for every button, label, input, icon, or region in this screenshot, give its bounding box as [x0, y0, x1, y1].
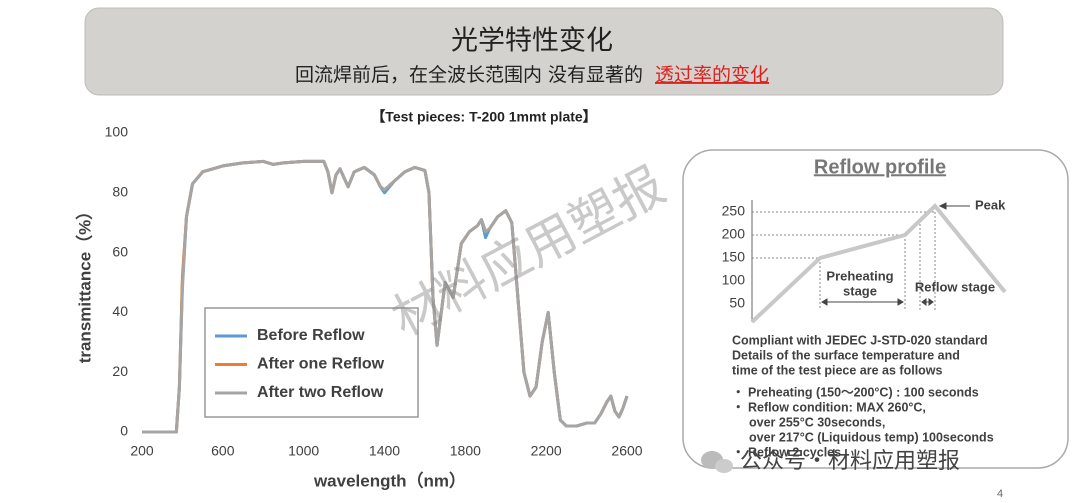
y-tick-label: 60 [112, 243, 128, 259]
header-box [84, 7, 1004, 96]
subtitle-highlight: 透过率的变化 [655, 64, 769, 86]
y-axis-label: transmittance（%） [74, 203, 94, 364]
reflow-guides [752, 211, 936, 310]
plot: 0 20 40 60 80 100 200 600 1000 1400 1800 2200 2600 Be… [105, 124, 643, 459]
y-tick-label: 20 [112, 363, 128, 379]
reflow-tick: 200 [722, 226, 746, 242]
y-tick-label: 100 [105, 124, 129, 140]
reflow-arrows [821, 202, 970, 306]
note: time of the test piece are as follows [732, 363, 943, 377]
reflow-tick: 250 [722, 203, 746, 219]
reflow-box [682, 149, 1069, 469]
x-tick-label: 1400 [369, 443, 400, 459]
x-tick-label: 1000 [288, 443, 319, 459]
account: 公众号・材料应用塑报 [740, 449, 960, 474]
reflow-stage-label: Reflow stage [915, 279, 995, 294]
slide-title: 光学特性变化 [451, 26, 613, 57]
y-tick-label: 80 [112, 184, 128, 200]
peak-label: Peak [975, 197, 1006, 212]
series-line [142, 159, 629, 434]
note: Compliant with JEDEC J-STD-020 standard [732, 333, 988, 347]
x-tick-label: 1800 [450, 443, 481, 459]
y-tick-label: 0 [120, 423, 128, 439]
legend-label: After two Reflow [257, 384, 384, 401]
bullet: ・ Reflow 2 cycles [732, 445, 841, 459]
y-tick-label: 40 [112, 303, 128, 319]
footer: 公众号・材料应用塑报 4 [701, 449, 1003, 500]
x-axis-label: wavelength（nm） [313, 470, 466, 490]
wechat-icon [715, 459, 733, 473]
reflow-curve [750, 203, 1007, 324]
x-tick-label: 2200 [531, 443, 562, 459]
legend-label: Before Reflow [257, 327, 365, 344]
reflow-tick: 50 [729, 295, 745, 311]
note: Details of the surface temperature and [732, 348, 960, 362]
reflow-panel: Reflow profile 250 200 150 100 50 Peak P… [682, 149, 1069, 469]
bullet: over 217°C (Liquidous temp) 100seconds [749, 430, 994, 444]
bullet: ・ Preheating (150～200°C) : 100 seconds [732, 385, 979, 399]
x-tick-label: 600 [211, 443, 235, 459]
subtitle: 回流焊前后，在全波长范围内 没有显著的 透过率的变化 [295, 64, 769, 86]
bullet: over 255°C 30seconds, [749, 415, 885, 429]
preheating-label: Preheating [826, 268, 893, 283]
subtitle-text: 回流焊前后，在全波长范围内 没有显著的 [295, 64, 643, 86]
x-tick-label: 2600 [611, 443, 642, 459]
x-tick-label: 200 [130, 443, 154, 459]
reflow-title: Reflow profile [814, 156, 946, 178]
page-number: 4 [997, 488, 1003, 500]
chart-title: 【Test pieces: T-200 1mmt plate】 [371, 109, 596, 125]
preheating-label: stage [843, 283, 877, 298]
legend-box [204, 307, 419, 418]
bullet: ・ Reflow condition: MAX 260°C, [732, 400, 926, 414]
reflow-tick: 150 [722, 249, 746, 265]
legend-label: After one Reflow [257, 356, 385, 373]
reflow-tick: 100 [722, 272, 746, 288]
